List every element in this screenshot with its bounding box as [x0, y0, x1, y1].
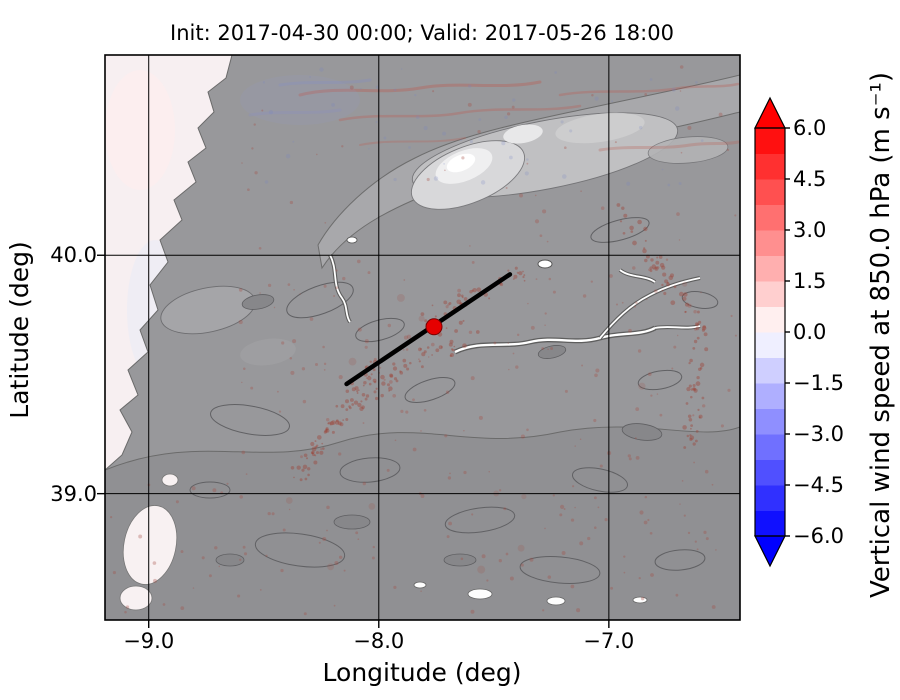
axes-frame: [104, 54, 741, 621]
blue-tint: [240, 75, 360, 125]
peak-core: [446, 153, 476, 173]
colorbar-tick-label: 6.0: [793, 116, 826, 140]
axis-ticks: [97, 254, 610, 628]
peak: [503, 124, 543, 144]
y-axis-label: Latitude (deg): [5, 241, 34, 418]
colorbar-label: Vertical wind speed at 850.0 hPa (m s⁻¹): [866, 72, 896, 598]
y-tick-label: 39.0: [50, 482, 97, 506]
grid-lines: [105, 55, 740, 620]
highland: [555, 112, 645, 144]
white-patch: [346, 236, 358, 244]
colorbar: [754, 96, 790, 568]
white-patch: [413, 581, 427, 589]
x-tick-label: −8.0: [353, 629, 404, 653]
colorbar-tick-label: −6.0: [793, 524, 844, 548]
x-tick-label: −7.0: [583, 629, 634, 653]
wind-speckles: [109, 65, 737, 616]
lagoon: [119, 585, 153, 611]
southern-terrain: [105, 426, 740, 620]
map-overlays: [344, 272, 513, 387]
colorbar-tick-label: −3.0: [793, 422, 844, 446]
white-patch: [546, 596, 566, 606]
y-tick-label: 40.0: [50, 243, 97, 267]
colorbar-tick-label: 4.5: [793, 167, 826, 191]
contour-squiggles: [189, 217, 719, 584]
lagoon: [161, 473, 179, 487]
highland: [240, 338, 296, 366]
colorbar-arrow-top: [754, 96, 786, 129]
plot-title: Init: 2017-04-30 00:00; Valid: 2017-05-2…: [170, 21, 674, 45]
river-lines: [328, 254, 701, 355]
colorbar-arrow-bottom: [754, 535, 786, 568]
colorbar-tick-label: 3.0: [793, 218, 826, 242]
white-patch: [537, 259, 553, 269]
x-tick-label: −9.0: [123, 629, 174, 653]
location-marker: [425, 318, 443, 336]
x-axis-label: Longitude (deg): [323, 658, 522, 687]
colorbar-tick-label: 0.0: [793, 320, 826, 344]
highland: [647, 136, 729, 164]
colorbar-tick-label: 1.5: [793, 269, 826, 293]
map-layer: [105, 55, 740, 620]
dark-terrain-blobs: [215, 294, 663, 567]
lagoon: [122, 505, 178, 585]
wave-streaks: [248, 78, 740, 152]
colorbar-tick-label: −1.5: [793, 371, 844, 395]
white-patch: [632, 596, 648, 604]
ocean-tint-patch: [105, 70, 175, 190]
colorbar-tick-label: −4.5: [793, 473, 844, 497]
white-patch: [467, 588, 493, 600]
